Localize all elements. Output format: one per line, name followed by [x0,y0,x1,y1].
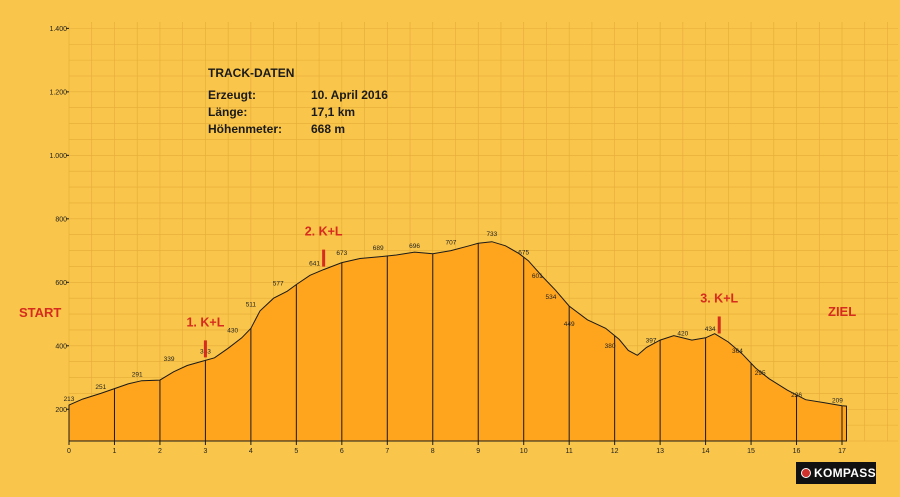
start-label: START [19,305,61,320]
y-tick-label: 1.400 [49,26,67,33]
x-tick-label: 6 [340,448,344,455]
checkpoint-marker-label: 3. K+L [700,291,738,305]
x-tick-label: 1 [113,448,117,455]
elevation-point-label: 434 [705,326,716,333]
chart-axes: 0 1 2 3 4 5 6 7 8 9 10 11 12 13 14 15 16 172004006008001.… [49,26,846,455]
elevation-point-label: 420 [677,330,688,337]
elevation-point-label: 707 [446,239,457,246]
x-tick-label: 16 [793,448,801,455]
track-info-label: Erzeugt: [208,88,256,102]
track-info-value: 17,1 km [311,105,356,119]
elevation-point-label: 733 [486,231,497,238]
track-info-label: Länge: [208,105,248,119]
x-tick-label: 12 [611,448,619,455]
elevation-point-label: 251 [95,384,106,391]
elevation-point-label: 689 [373,245,384,252]
elevation-point-label: 213 [64,396,75,403]
elevation-point-label: 534 [546,294,557,301]
elevation-point-label: 673 [336,250,347,257]
x-tick-label: 10 [520,448,528,455]
track-info-label: Höhenmeter: [208,122,283,136]
elevation-point-label: 696 [409,243,420,250]
elevation-point-labels: 2132512913393634305115776416736896967077… [64,231,844,404]
y-tick-label: 400 [55,343,67,350]
x-tick-label: 9 [476,448,480,455]
x-tick-label: 5 [294,448,298,455]
x-tick-label: 2 [158,448,162,455]
elevation-point-label: 295 [755,370,766,377]
checkpoint-marker-label: 1. K+L [186,315,224,329]
end-label: ZIEL [828,304,856,319]
elevation-point-label: 339 [164,356,175,363]
x-tick-label: 4 [249,448,253,455]
track-info-row: Höhenmeter: 668 m [208,121,388,138]
track-info-panel: TRACK-DATEN Erzeugt: 10. April 2016 Läng… [208,66,388,138]
x-tick-label: 13 [656,448,664,455]
elevation-point-label: 449 [564,321,575,328]
x-tick-label: 0 [67,448,71,455]
checkpoint-markers: 1. K+L 2. K+L 3. K+L [186,225,739,358]
elevation-point-label: 291 [132,371,143,378]
x-tick-label: 3 [203,448,207,455]
track-info-value: 668 m [311,122,346,136]
elevation-point-label: 364 [732,348,743,355]
track-info-title: TRACK-DATEN [208,66,295,80]
kompass-logo: KOMPASS [796,462,876,484]
elevation-point-label: 641 [309,260,320,267]
x-tick-label: 8 [431,448,435,455]
elevation-point-label: 511 [246,302,257,309]
elevation-point-label: 601 [532,273,543,280]
elevation-point-label: 430 [227,327,238,334]
y-tick-label: 1.200 [49,89,67,96]
elevation-area-shape [68,241,847,442]
x-tick-label: 7 [385,448,389,455]
elevation-point-label: 675 [518,249,529,256]
x-tick-label: 11 [566,448,573,455]
x-tick-label: 17 [838,448,846,455]
logo-text: KOMPASS [814,466,876,480]
elevation-point-label: 209 [832,397,843,404]
track-info-value: 10. April 2016 [311,88,388,102]
y-tick-label: 600 [55,280,67,287]
elevation-area [68,241,847,442]
y-tick-label: 200 [55,407,67,414]
x-tick-label: 14 [702,448,710,455]
x-tick-label: 15 [747,448,755,455]
elevation-point-label: 226 [791,392,802,399]
elevation-point-label: 397 [646,338,657,345]
checkpoint-marker-label: 2. K+L [305,225,343,239]
elevation-point-label: 577 [273,281,284,288]
track-info-row: Länge: 17,1 km [208,104,388,121]
y-tick-label: 1.000 [49,153,67,160]
elevation-point-label: 380 [605,343,616,350]
track-info-row: Erzeugt: 10. April 2016 [208,87,388,104]
y-tick-label: 800 [55,216,67,223]
compass-icon [801,468,811,478]
